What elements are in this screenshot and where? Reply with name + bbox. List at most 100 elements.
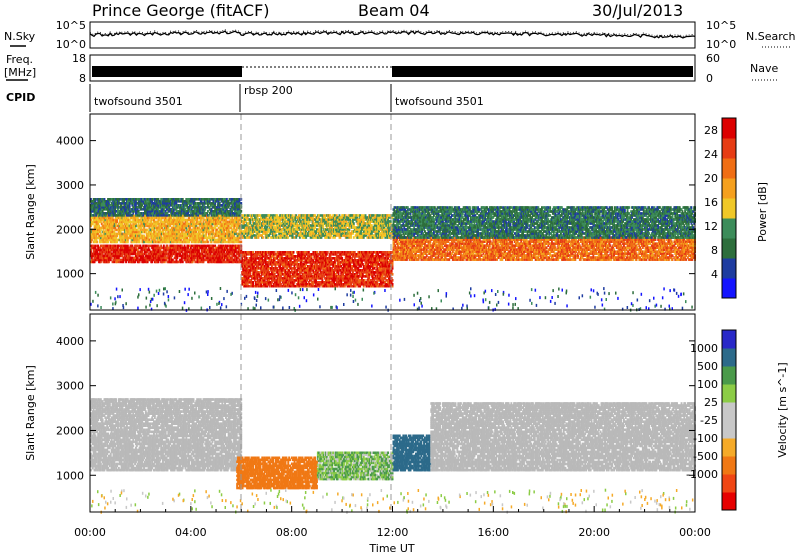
power-cell [101,216,104,220]
power-cell [104,252,107,256]
power-cell [219,252,222,256]
power-cell [144,216,146,220]
power-cell [240,250,243,254]
power-cell [167,228,170,232]
power-cell [119,230,122,234]
power-cell [171,248,174,252]
power-cell [110,252,113,256]
power-cell [116,218,118,222]
power-cell [234,198,236,201]
power-cell [280,283,282,286]
freq-panel-frame [89,54,696,82]
power-cell [90,236,93,240]
power-cell [163,222,166,226]
power-cell [105,236,108,240]
power-cell [116,256,118,260]
power-cell [145,236,148,240]
power-cell [151,250,154,254]
power-cell [120,246,123,250]
power-cell [222,236,225,240]
cpid-label: CPID [6,91,35,104]
power-cell [177,252,180,256]
power-cell [96,252,99,256]
power-cell [119,224,122,228]
power-cell [172,216,175,220]
power-cell [125,260,127,264]
power-cell [122,260,125,264]
power-cell [184,230,187,234]
power-cell [116,216,118,220]
power-cell [97,232,100,236]
power-cell [173,220,176,224]
power-cell [186,238,189,242]
power-cell [212,230,215,234]
power-cell [102,228,105,232]
power-cell [209,258,212,262]
power-cell [119,260,122,264]
power-cell [112,250,115,254]
power-cell [141,250,144,254]
power-cell [202,232,205,236]
power-cell [121,234,124,238]
power-cell [136,216,139,220]
power-cell [113,258,116,262]
power-cell [126,222,129,226]
power-cell [114,228,117,232]
power-cell [135,246,137,250]
power-cell [110,218,113,222]
power-cell [219,224,222,228]
power-cell [139,244,142,248]
power-cell [131,238,134,242]
power-cell [135,240,138,244]
power-cell [126,220,128,224]
power-cell [107,240,109,244]
power-cell [184,238,187,242]
station-title: Prince George (fitACF) [92,1,270,20]
power-cell [115,222,118,226]
power-cell [212,244,215,248]
power-cell [141,256,144,260]
freq-bottom-tick: 8 [79,72,86,85]
power-cell [122,236,125,240]
power-cell [155,224,158,228]
power-cell [205,240,208,244]
power-cell [205,252,208,256]
power-cell [194,232,197,236]
power-cell [213,252,216,256]
power-cell [153,228,155,232]
power-cell [230,248,233,252]
power-cell [183,250,186,254]
power-cell [189,224,192,228]
power-cell [108,232,110,236]
power-cell [310,253,313,256]
power-cell [206,254,208,258]
power-cell [169,224,172,228]
power-cell [180,260,182,264]
power-cell [202,224,205,228]
power-cell [136,234,139,238]
noise-right-bottom-tick: 10^0 [706,38,736,51]
power-cell [162,236,164,240]
power-cell [167,226,170,230]
power-cell [207,232,210,236]
power-cell [109,244,112,248]
power-cell [198,228,200,232]
power-cell [90,220,93,224]
power-cell [93,240,96,244]
power-cell [142,220,145,224]
power-cell [176,256,179,260]
power-cell [104,226,107,230]
power-cell [153,238,156,242]
power-cell [154,234,157,238]
power-cell [163,232,166,236]
power-cell [138,240,141,244]
power-cell [204,258,207,262]
power-cell [183,228,186,232]
power-cell [155,252,158,256]
power-cell [218,226,221,230]
power-cell [240,210,243,213]
power-cell [138,260,141,264]
power-cell [156,234,159,238]
power-cell [177,234,180,238]
power-cell [126,250,129,254]
